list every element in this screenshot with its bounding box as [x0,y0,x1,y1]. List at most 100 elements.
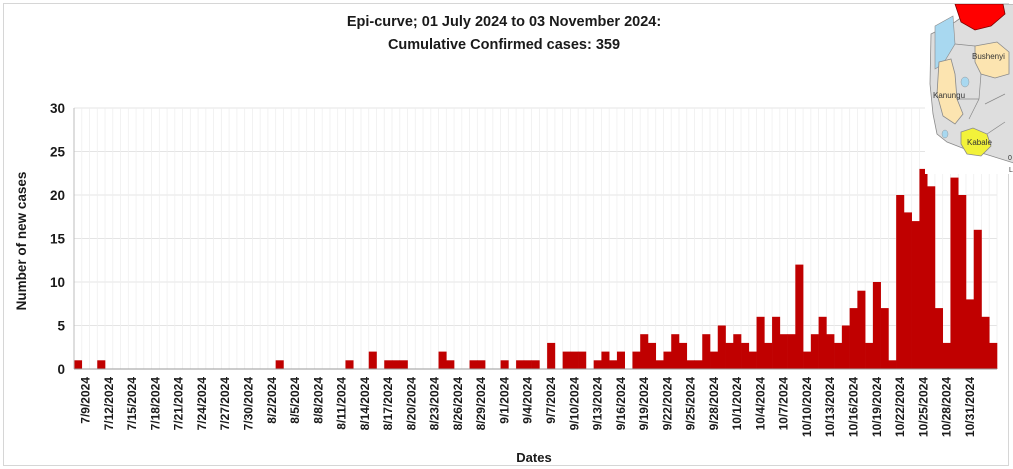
bar [671,334,680,369]
x-tick-label: 7/27/2024 [218,377,232,431]
bar [469,360,478,369]
y-tick-label: 15 [50,232,66,247]
bar [593,360,602,369]
bar [710,351,719,369]
x-tick-label: 10/1/2024 [730,377,744,431]
bar [686,360,695,369]
x-tick-label: 9/22/2024 [660,377,674,431]
bar [927,186,936,369]
bar [888,360,897,369]
x-tick-label: 10/22/2024 [893,377,907,437]
bar [717,325,726,369]
bar [609,360,618,369]
x-tick-label: 10/28/2024 [940,377,954,437]
y-tick-label: 30 [50,101,65,116]
map-district-bushenyi [974,41,1010,79]
bar [826,334,835,369]
x-tick-label: 9/28/2024 [707,377,721,431]
x-tick-label: 9/10/2024 [567,377,581,431]
bar [640,334,649,369]
bar [872,282,881,369]
bar [810,334,819,369]
x-tick-label: 10/25/2024 [916,377,930,437]
bar [989,342,998,369]
bar [616,351,625,369]
y-tick-label: 25 [50,145,66,160]
x-tick-label: 9/4/2024 [521,377,535,424]
x-tick-label: 8/2/2024 [265,377,279,424]
bar [562,351,571,369]
bar [578,351,587,369]
map-district-kabale [960,127,992,157]
bar [942,342,951,369]
bar [570,351,579,369]
bar [849,308,858,369]
x-tick-label: 10/10/2024 [800,377,814,437]
bar [477,360,486,369]
bar [756,316,765,369]
map-label-kabale: Kabale [967,138,992,147]
chart-frame: Epi-curve; 01 July 2024 to 03 November 2… [3,3,1013,466]
bar [446,360,455,369]
bar [97,360,106,369]
bar [834,342,843,369]
bar [438,351,447,369]
bar [865,342,874,369]
x-tick-label: 8/14/2024 [358,377,372,431]
map-water-region [934,15,956,70]
map-label-bushenyi: Bushenyi [972,52,1005,61]
map-red-district [954,4,1006,31]
bar [702,334,711,369]
x-tick-label: 8/29/2024 [474,377,488,431]
bar [345,360,354,369]
x-tick-label: 8/5/2024 [288,377,302,424]
x-tick-label: 7/15/2024 [125,377,139,431]
bar [857,290,866,369]
x-tick-label: 7/12/2024 [102,377,116,431]
bar [795,264,804,369]
x-tick-label: 9/7/2024 [544,377,558,424]
x-tick-label: 7/30/2024 [242,377,256,431]
bar [384,360,393,369]
map-district-kanungu [936,58,964,125]
x-tick-label: 9/25/2024 [684,377,698,431]
bar [896,195,905,369]
x-tick-label: 10/31/2024 [963,377,977,437]
bar [903,212,912,369]
bar [950,177,959,369]
chart-plot: 0 5 10 15 20 25 30 7/9/2024 7/12/2024 7/15/2024 7/… [14,101,998,465]
bar [841,325,850,369]
bar [818,316,827,369]
x-tick-label: 10/16/2024 [847,377,861,437]
x-tick-label: 8/11/2024 [335,377,349,430]
bar [934,308,944,369]
y-tick-label: 20 [50,188,65,203]
bar [547,342,556,369]
y-tick-label: 0 [57,362,65,377]
bar [601,351,610,369]
x-tick-label: 10/4/2024 [753,377,767,431]
x-tick-label: 7/9/2024 [79,377,93,424]
x-tick-label: 8/23/2024 [428,377,442,431]
bar [500,360,509,369]
bar [958,195,967,369]
x-tick-label: 9/19/2024 [637,377,651,431]
x-axis-label: Dates [516,450,551,465]
bar [399,360,408,369]
bar [787,334,796,369]
y-tick-label: 10 [50,275,65,290]
bar [779,334,788,369]
x-tick-label: 8/26/2024 [451,377,465,431]
map-label-kanungu: Kanungu [933,91,965,100]
bar [523,360,532,369]
bar [803,351,812,369]
map-inset: Bushenyi Kanungu Kabale 0 L [925,4,1013,174]
bar [973,229,982,369]
x-tick-label: 10/19/2024 [870,377,884,437]
bar [911,221,920,369]
x-tick-label: 10/7/2024 [777,377,791,431]
y-tick-label: 5 [57,319,65,334]
x-tick-label: 9/16/2024 [614,377,628,431]
axes: 0 5 10 15 20 25 30 7/9/2024 7/12/2024 7/15/2024 7/… [50,101,997,437]
x-tick-label: 8/20/2024 [404,377,418,431]
